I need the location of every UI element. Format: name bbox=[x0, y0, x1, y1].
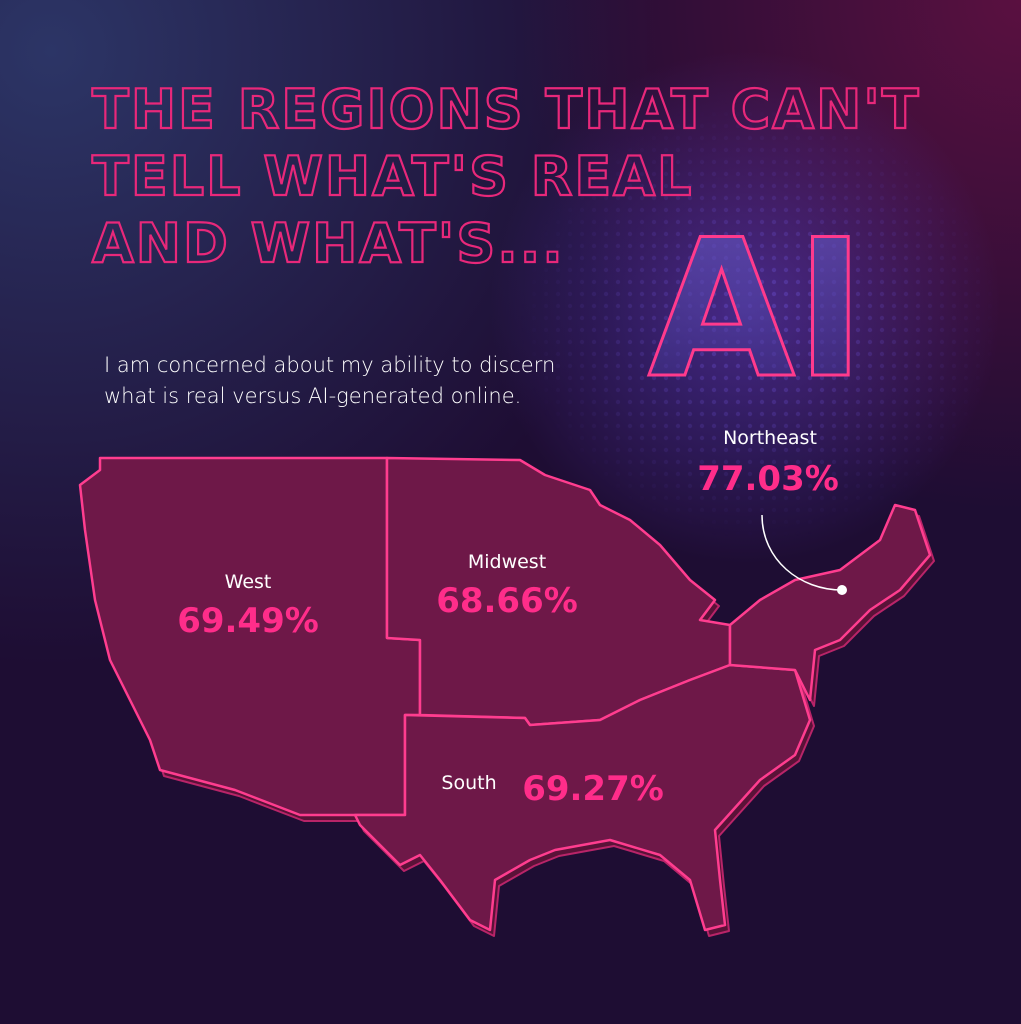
dot-pattern bbox=[520, 100, 1000, 540]
ai-highlight: AI bbox=[648, 199, 866, 420]
region-value: 69.49% bbox=[177, 601, 319, 641]
title-line: AND WHAT'S... bbox=[92, 212, 565, 275]
region-northeast bbox=[728, 503, 932, 702]
region-value: 68.66% bbox=[436, 581, 578, 621]
title-line: THE REGIONS THAT CAN'T bbox=[92, 78, 921, 141]
region-south bbox=[353, 663, 812, 932]
region-name: Northeast bbox=[723, 427, 817, 449]
region-name: Midwest bbox=[468, 551, 546, 573]
subtitle-line: I am concerned about my ability to disce… bbox=[104, 353, 555, 377]
region-value: 77.03% bbox=[697, 459, 839, 499]
callout-dot bbox=[837, 585, 847, 595]
callout-line bbox=[761, 514, 843, 591]
region-value: 69.27% bbox=[522, 769, 664, 809]
region-name: South bbox=[441, 772, 496, 794]
title-line: TELL WHAT'S REAL bbox=[92, 145, 693, 208]
subtitle-line: what is real versus AI-generated online. bbox=[104, 384, 521, 408]
region-name: West bbox=[225, 571, 272, 593]
